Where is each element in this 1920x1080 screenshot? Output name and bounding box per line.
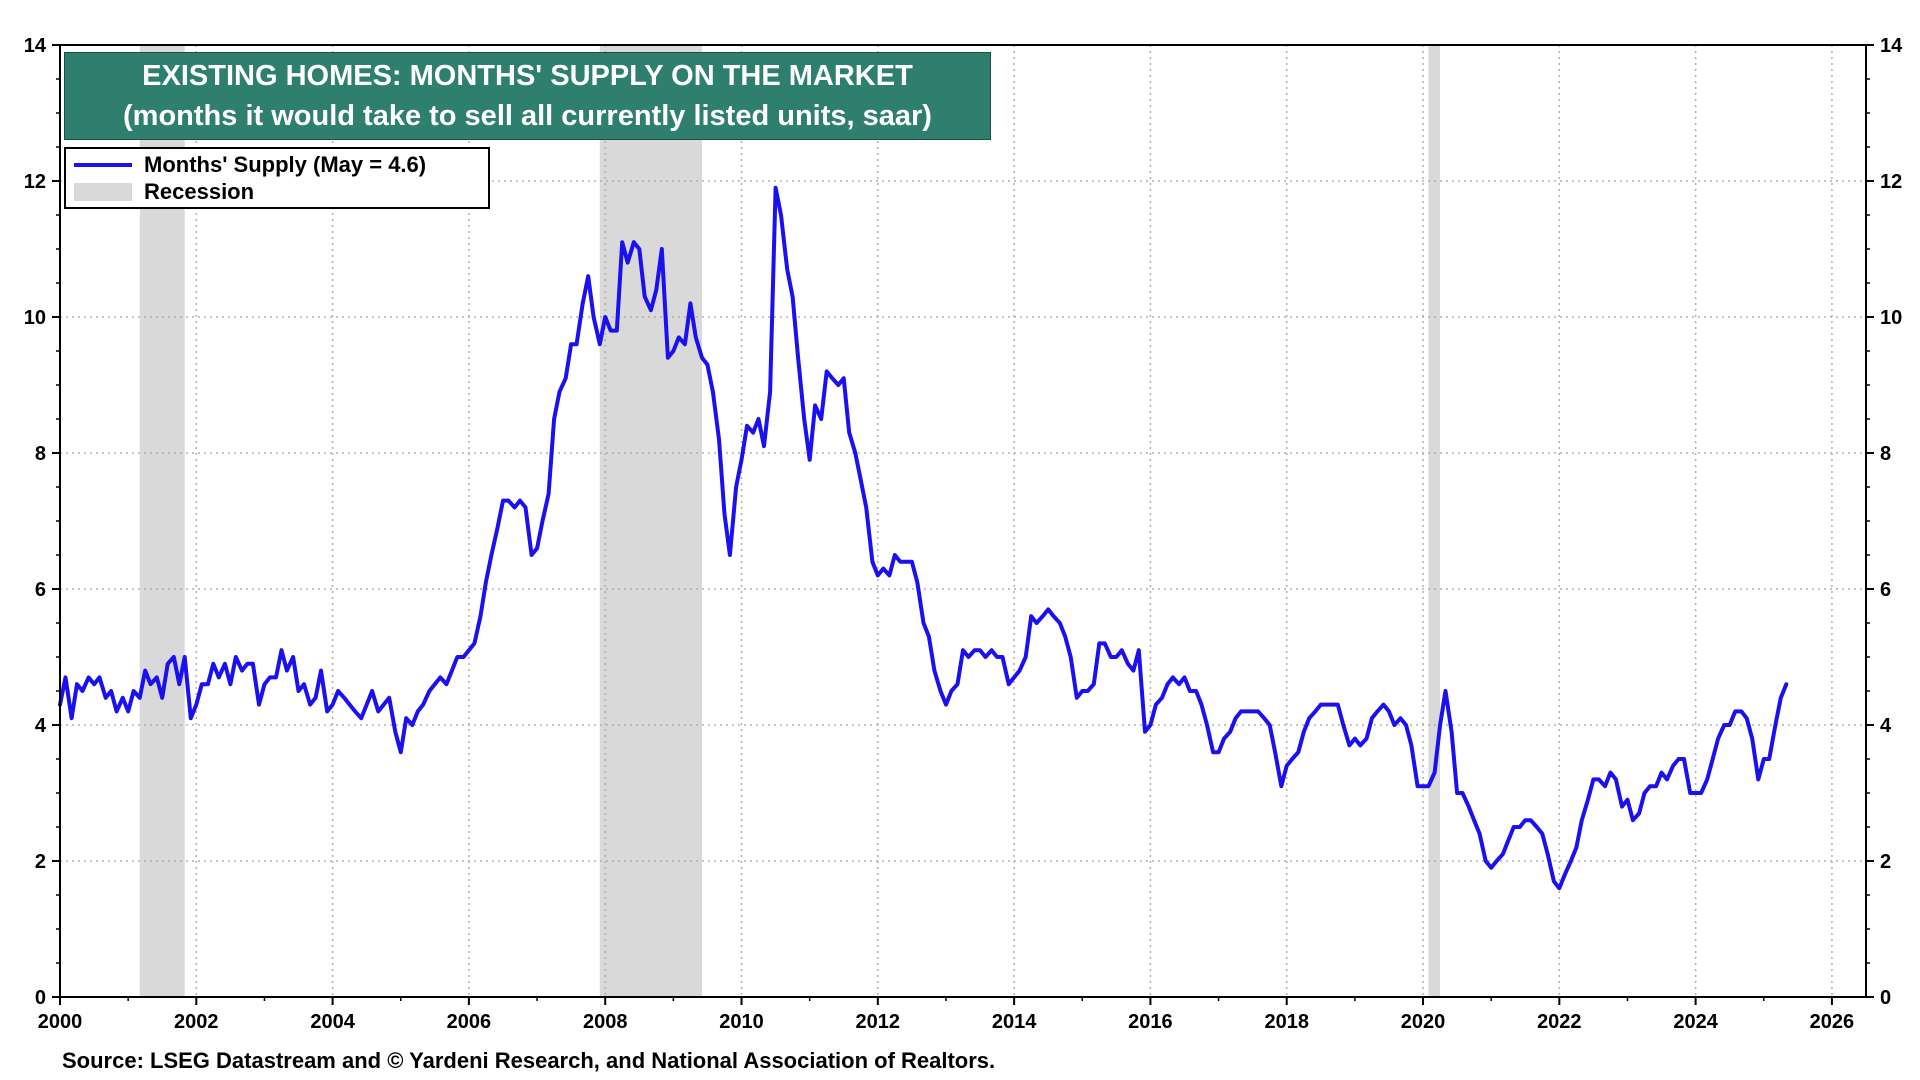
y-tick-label-left: 2 [35, 851, 46, 873]
legend: Months' Supply (May = 4.6) Recession [64, 147, 490, 209]
x-tick-label: 2004 [310, 1011, 355, 1033]
recession-band-2 [1428, 45, 1440, 997]
chart-title-line1: EXISTING HOMES: MONTHS' SUPPLY ON THE MA… [65, 56, 990, 96]
legend-item-recession: Recession [74, 179, 254, 205]
chart-container: 0 0 2 2 4 4 6 6 8 8 10 10 12 12 14 14 2000 2002 2004 2006 20… [0, 0, 1920, 1080]
y-tick-label-left: 4 [35, 715, 47, 737]
series-layer [60, 188, 1786, 888]
x-tick-label: 2012 [856, 1011, 901, 1033]
legend-recession-swatch [74, 183, 132, 201]
y-tick-label-left: 6 [35, 579, 46, 601]
series-line-months-supply [60, 188, 1786, 888]
x-tick-label: 2002 [174, 1011, 219, 1033]
y-tick-label-right: 12 [1880, 171, 1902, 193]
legend-series-swatch [74, 163, 132, 167]
y-tick-label-left: 8 [35, 443, 46, 465]
x-tick-label: 2006 [447, 1011, 492, 1033]
y-tick-label-right: 6 [1880, 579, 1891, 601]
x-tick-label: 2018 [1264, 1011, 1309, 1033]
y-tick-label-right: 8 [1880, 443, 1891, 465]
y-tick-label-right: 2 [1880, 851, 1891, 873]
y-tick-label-right: 14 [1880, 35, 1903, 57]
y-tick-label-right: 4 [1880, 715, 1892, 737]
x-tick-label: 2020 [1401, 1011, 1446, 1033]
y-tick-label-right: 0 [1880, 987, 1891, 1009]
legend-item-series: Months' Supply (May = 4.6) [74, 152, 426, 178]
legend-series-label: Months' Supply (May = 4.6) [144, 152, 426, 178]
x-tick-label: 2014 [992, 1011, 1037, 1033]
chart-title-line2: (months it would take to sell all curren… [65, 96, 990, 136]
x-tick-label: 2022 [1537, 1011, 1582, 1033]
chart-title-box: EXISTING HOMES: MONTHS' SUPPLY ON THE MA… [64, 52, 991, 140]
x-tick-label: 2010 [719, 1011, 764, 1033]
x-tick-label: 2000 [38, 1011, 83, 1033]
legend-recession-label: Recession [144, 179, 254, 205]
source-note: Source: LSEG Datastream and © Yardeni Re… [62, 1048, 995, 1074]
y-tick-label-left: 0 [35, 987, 46, 1009]
x-tick-label: 2024 [1673, 1011, 1718, 1033]
x-tick-label: 2008 [583, 1011, 628, 1033]
y-tick-label-left: 10 [24, 307, 46, 329]
y-tick-label-left: 12 [24, 171, 46, 193]
x-tick-label: 2026 [1810, 1011, 1855, 1033]
y-tick-label-right: 10 [1880, 307, 1902, 329]
recession-band-1 [600, 45, 702, 997]
y-tick-label-left: 14 [24, 35, 47, 57]
x-tick-label: 2016 [1128, 1011, 1173, 1033]
